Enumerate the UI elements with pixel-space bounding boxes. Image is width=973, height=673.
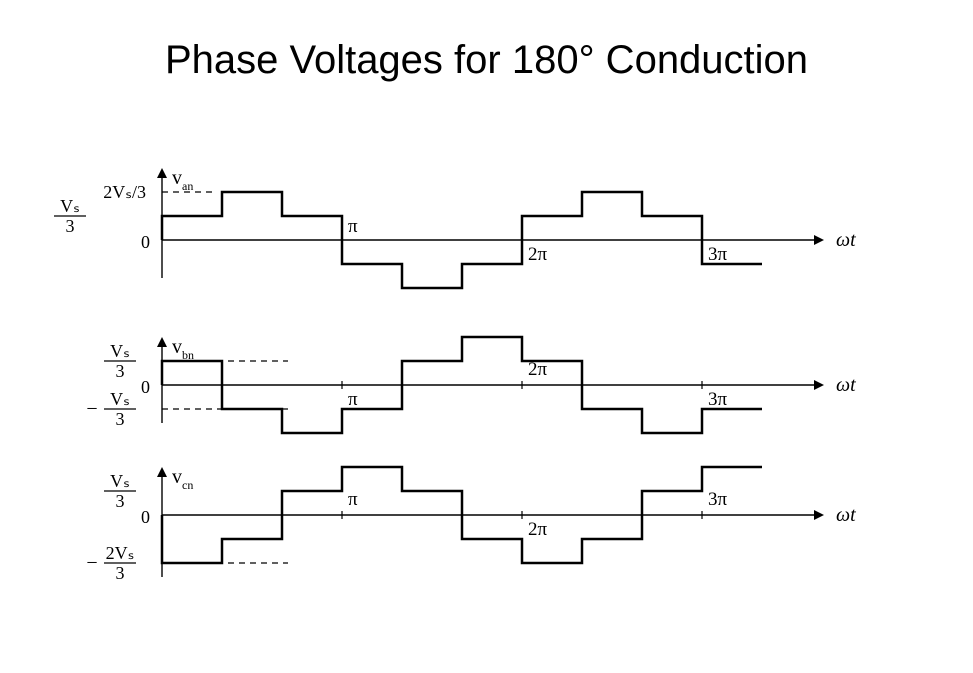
svg-text:0: 0: [141, 377, 150, 397]
svg-text:π: π: [348, 389, 358, 410]
svg-text:π: π: [348, 216, 358, 237]
svg-text:Vₛ: Vₛ: [110, 389, 130, 409]
svg-text:vbn: vbn: [172, 336, 194, 362]
svg-text:ωt: ωt: [836, 504, 856, 526]
svg-text:2Vₛ: 2Vₛ: [106, 543, 135, 563]
chart-svg: ωtvan02Vₛ/3Vₛ3π2π3πωtvbn0Vₛ3−Vₛ3π2π3πωtv…: [50, 150, 880, 620]
svg-text:3: 3: [116, 361, 125, 381]
svg-text:Vₛ: Vₛ: [60, 196, 80, 216]
svg-text:0: 0: [141, 507, 150, 527]
svg-text:vcn: vcn: [172, 466, 193, 492]
svg-text:3π: 3π: [708, 244, 728, 265]
svg-text:Vₛ: Vₛ: [110, 471, 130, 491]
svg-text:van: van: [172, 167, 193, 193]
svg-text:3: 3: [116, 409, 125, 429]
svg-text:3: 3: [116, 491, 125, 511]
svg-text:−: −: [86, 398, 97, 420]
svg-text:2π: 2π: [528, 244, 548, 265]
svg-text:ωt: ωt: [836, 374, 856, 396]
phase-voltage-chart: ωtvan02Vₛ/3Vₛ3π2π3πωtvbn0Vₛ3−Vₛ3π2π3πωtv…: [50, 150, 880, 620]
svg-text:π: π: [348, 489, 358, 510]
svg-text:2π: 2π: [528, 519, 548, 540]
svg-text:ωt: ωt: [836, 229, 856, 251]
svg-text:3π: 3π: [708, 489, 728, 510]
svg-text:0: 0: [141, 232, 150, 252]
svg-text:3: 3: [116, 563, 125, 583]
page-title: Phase Voltages for 180° Conduction: [0, 38, 973, 83]
svg-text:Vₛ: Vₛ: [110, 341, 130, 361]
svg-text:−: −: [86, 552, 97, 574]
svg-text:2Vₛ/3: 2Vₛ/3: [103, 182, 146, 202]
svg-text:3: 3: [66, 216, 75, 236]
svg-text:3π: 3π: [708, 389, 728, 410]
